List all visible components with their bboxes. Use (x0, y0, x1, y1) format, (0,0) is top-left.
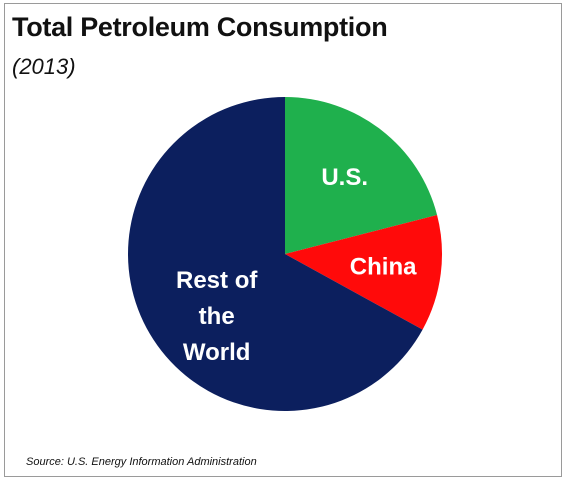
pie-label-u-s: U.S. (321, 164, 368, 191)
pie-label-china: China (350, 253, 417, 280)
pie-slices (127, 97, 442, 411)
chart-title: Total Petroleum Consumption (12, 12, 388, 42)
chart-subtitle: (2013) (12, 54, 76, 79)
pie-slice-china (285, 214, 442, 330)
pie-labels: U.S. China Rest of the World (176, 164, 417, 366)
source-note: Source: U.S. Energy Information Administ… (26, 456, 257, 468)
pie-slice-u-s (285, 97, 438, 254)
pie-slice-rest-of-the-world (127, 97, 423, 411)
pie-label-rest-of-the-world: Rest of the World (176, 267, 258, 366)
